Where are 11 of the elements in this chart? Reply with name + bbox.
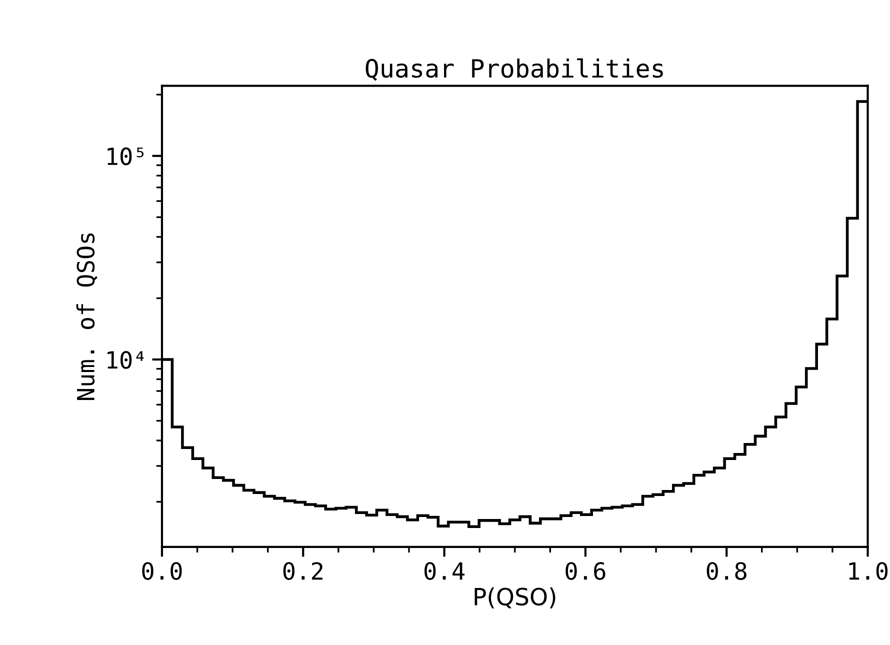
x-tick-label: 0.2	[283, 562, 322, 580]
x-tick-label: 0.4	[424, 562, 464, 580]
x-tick-label: 0.6	[566, 562, 606, 580]
x-tick-label: 0.8	[706, 562, 746, 580]
y-axis-title: Num. of QSOs	[76, 233, 98, 400]
chart-title: Quasar Probabilities	[366, 58, 663, 81]
x-tick-label: 0.0	[142, 562, 182, 580]
x-axis-title: P(QSO)	[474, 587, 556, 608]
x-tick-label: 1.0	[849, 562, 888, 580]
y-tick-label: 10⁵	[108, 147, 144, 166]
y-tick-label: 10⁴	[108, 351, 144, 369]
